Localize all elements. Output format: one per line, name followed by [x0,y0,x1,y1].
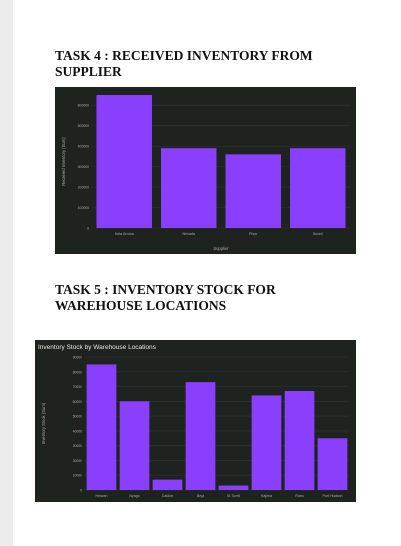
bar-nyago [119,401,150,490]
y-tick-label: 90000 [73,356,83,360]
y-tick-label: 50000 [73,415,83,419]
y-tick-label: 60000 [73,400,83,404]
x-tick-label: Pisor [249,232,258,236]
bar-suvell [290,148,346,228]
y-tick-label: 200000 [78,186,89,190]
y-tick-label: 20000 [73,459,83,463]
task4-heading: TASK 4 : RECEIVED INVENTORY FROM SUPPLIE… [55,48,313,79]
y-tick-label: 400000 [78,145,89,149]
y-tick-label: 600000 [78,104,89,108]
y-axis-label: Received Inventory (Sum) [61,137,66,186]
x-tick-label: Heiwan [96,494,108,498]
bar-nevada [161,148,217,228]
bar-heiwan [86,364,117,490]
bar-pisor [225,154,281,228]
bar-roeo [284,390,315,490]
x-tick-label: Roeo [295,494,304,498]
x-tick-label: Nevada [183,232,195,236]
y-tick-label: 80000 [73,370,83,374]
bar-kajima [251,395,282,490]
warehouse-stock-chart: Inventory Stock by Warehouse Locations 0 1… [35,340,356,502]
y-axis-label: Inventory Stock (Sum) [41,402,46,444]
task5-heading: TASK 5 : INVENTORY STOCK FOR WAREHOUSE L… [55,282,276,313]
y-tick-label: 40000 [73,429,83,433]
x-tick-label: Beja [197,494,204,498]
y-tick-label: 70000 [73,385,83,389]
bar-port-hudson [317,438,348,490]
y-tick-label: 300000 [78,165,89,169]
chart-title: Inventory Stock by Warehouse Locations [38,344,157,351]
y-tick-label: 0 [80,489,82,493]
received-inventory-chart: 0 100000 200000 300000 400000 500000 600000 Ket… [55,87,356,254]
y-tick-label: 100000 [78,206,89,210]
warehouse-stock-chart-svg: Inventory Stock by Warehouse Locations 0 1… [35,340,356,502]
bar-beja [185,382,216,490]
x-tick-label: Suvell [313,232,323,236]
x-tick-label: Keta Arroca [115,232,134,236]
received-inventory-chart-svg: 0 100000 200000 300000 400000 500000 600000 Ket… [55,87,356,254]
y-tick-label: 10000 [73,474,83,478]
y-tick-label: 30000 [73,444,83,448]
y-tick-label: 500000 [78,124,89,128]
x-tick-label: Nyago [129,494,139,498]
bar-st-turell [218,485,249,490]
x-tick-label: Port Hudson [323,494,343,498]
x-axis-label: Supplier [213,246,229,251]
y-tick-label: 0 [87,227,89,231]
x-tick-label: Kajima [261,494,272,498]
bar-caldon [152,479,183,490]
x-tick-label: St Turell [227,494,240,498]
bar-keta-arroca [96,95,152,228]
x-tick-label: Caldon [162,494,173,498]
